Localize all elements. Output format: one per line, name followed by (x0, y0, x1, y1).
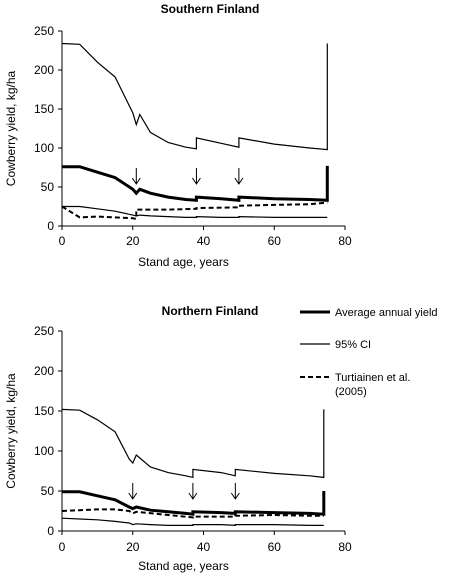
north-y-tick-label: 150 (34, 404, 54, 418)
south-x-tick-label: 40 (197, 234, 211, 248)
south-y-tick-label: 50 (41, 180, 55, 194)
legend-label: (2005) (335, 386, 367, 398)
south-y-axis-label: Cowberry yield, kg/ha (4, 70, 18, 186)
south-x-tick-label: 0 (59, 234, 66, 248)
south-series-line-3 (61, 201, 328, 221)
legend-label: 95% CI (335, 339, 371, 351)
north-thinning-arrow-icon (188, 483, 198, 500)
south-y-tick-label: 100 (34, 141, 54, 155)
north-chart-title: Northern Finland (162, 304, 259, 318)
south-series-line-0 (62, 165, 329, 202)
north-y-tick-label: 250 (34, 324, 54, 338)
north-thinning-arrow-icon (128, 483, 138, 500)
south-x-tick-label: 80 (338, 234, 352, 248)
north-y-tick-label: 200 (34, 364, 54, 378)
north-y-tick-label: 100 (34, 444, 54, 458)
legend-label: Turtiainen et al. (335, 372, 410, 384)
south-series-line-2 (62, 205, 328, 218)
south-y-tick-label: 250 (34, 24, 54, 38)
north-series-line-2 (61, 517, 324, 527)
north-y-axis-label: Cowberry yield, kg/ha (4, 373, 18, 489)
legend-label: Average annual yield (335, 307, 438, 319)
north-series-line-1 (61, 408, 325, 479)
north-x-tick-label: 80 (338, 540, 352, 554)
south-y-tick-label: 150 (34, 102, 54, 116)
north-x-tick-label: 0 (59, 540, 66, 554)
north-y-tick-label: 0 (47, 524, 54, 538)
north-series-line-3 (61, 508, 324, 519)
south-x-tick-label: 60 (268, 234, 282, 248)
south-x-axis-label: Stand age, years (138, 255, 229, 269)
south-thinning-arrow-icon (234, 168, 244, 185)
north-y-tick-label: 50 (41, 484, 55, 498)
south-y-tick-label: 200 (34, 63, 54, 77)
south-thinning-arrow-icon (131, 168, 141, 185)
south-chart-title: Southern Finland (161, 2, 260, 16)
north-x-tick-label: 20 (126, 540, 140, 554)
south-y-tick-label: 0 (47, 219, 54, 233)
north-x-tick-label: 40 (197, 540, 211, 554)
north-x-axis-label: Stand age, years (138, 559, 229, 573)
south-x-tick-label: 20 (126, 234, 140, 248)
north-series-line-0 (62, 490, 326, 516)
south-series-line-1 (61, 42, 328, 151)
south-thinning-arrow-icon (192, 168, 201, 185)
north-x-tick-label: 60 (268, 540, 282, 554)
north-thinning-arrow-icon (230, 483, 240, 500)
